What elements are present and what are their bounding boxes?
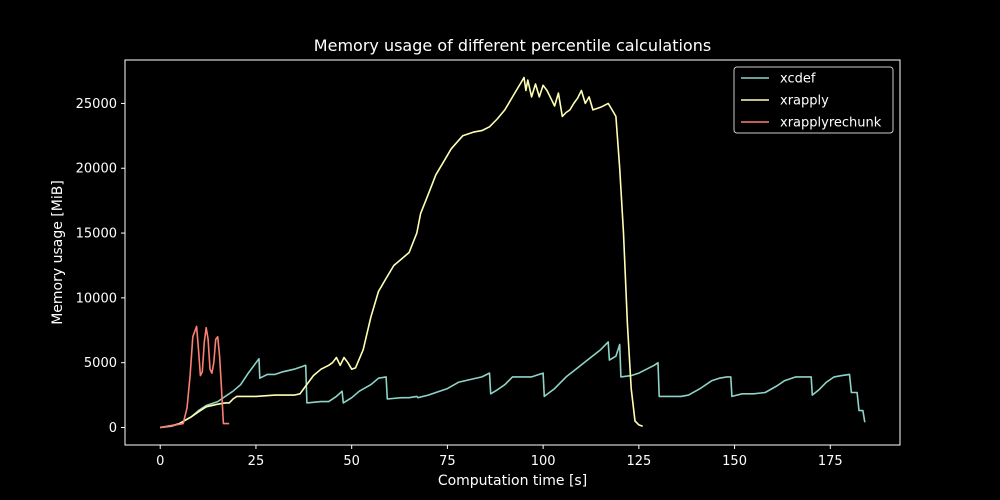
- x-tick-label: 25: [248, 454, 265, 469]
- series-line-xrapply: [160, 76, 643, 429]
- x-tick-label: 125: [626, 454, 651, 469]
- y-tick-label: 15000: [76, 227, 117, 242]
- y-tick-label: 5000: [84, 356, 117, 371]
- x-tick-label: 75: [439, 454, 456, 469]
- legend-box: [733, 66, 894, 134]
- series-line-xrapplyrechunk: [160, 325, 230, 429]
- x-tick-label: 0: [156, 454, 164, 469]
- y-tick-label: 10000: [76, 291, 117, 306]
- x-axis: 0 25 50 75 100 125 150 175: [156, 445, 843, 469]
- axes-frame: [124, 59, 901, 446]
- legend: xcdef xrapply xrapplyrechunk: [733, 66, 894, 134]
- plot-area: [160, 76, 866, 429]
- y-tick-label: 0: [109, 421, 117, 436]
- x-tick-label: 100: [531, 454, 556, 469]
- y-axis-label: Memory usage [MiB]: [50, 180, 66, 325]
- legend-label-xcdef: xcdef: [780, 72, 816, 87]
- y-axis: 0 5000 10000 15000 20000 25000: [76, 97, 125, 436]
- legend-label-xrapply: xrapply: [780, 94, 829, 109]
- x-tick-label: 175: [818, 454, 843, 469]
- y-tick-label: 25000: [76, 97, 117, 112]
- legend-label-xrapplyrechunk: xrapplyrechunk: [780, 116, 882, 131]
- y-tick-label: 20000: [76, 162, 117, 177]
- x-tick-label: 150: [722, 454, 747, 469]
- x-tick-label: 50: [343, 454, 360, 469]
- series-line-xcdef: [160, 341, 866, 429]
- chart-title: Memory usage of different percentile cal…: [314, 36, 711, 55]
- x-axis-label: Computation time [s]: [438, 473, 587, 489]
